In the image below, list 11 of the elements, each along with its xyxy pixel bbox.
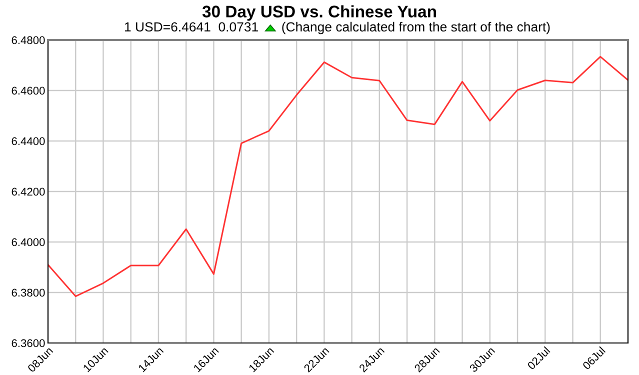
y-tick-label: 6.4400 xyxy=(12,137,45,146)
y-tick-label: 6.4800 xyxy=(12,36,45,44)
chart-title: 30 Day USD vs. Chinese Yuan xyxy=(202,5,436,21)
y-tick-label: 6.4000 xyxy=(12,238,45,246)
y-tick-label: 6.3800 xyxy=(12,288,45,297)
text: (Change calculated from the start of the chart) xyxy=(282,22,550,34)
y-tick-label: 6.4200 xyxy=(12,188,45,196)
y-tick-label: 6.3600 xyxy=(12,339,45,348)
line-series xyxy=(48,56,628,298)
y-tick-label: 6.4600 xyxy=(12,86,45,95)
chart-subtitle: 1 USD=6.4641 0.0731 xyxy=(125,22,258,32)
